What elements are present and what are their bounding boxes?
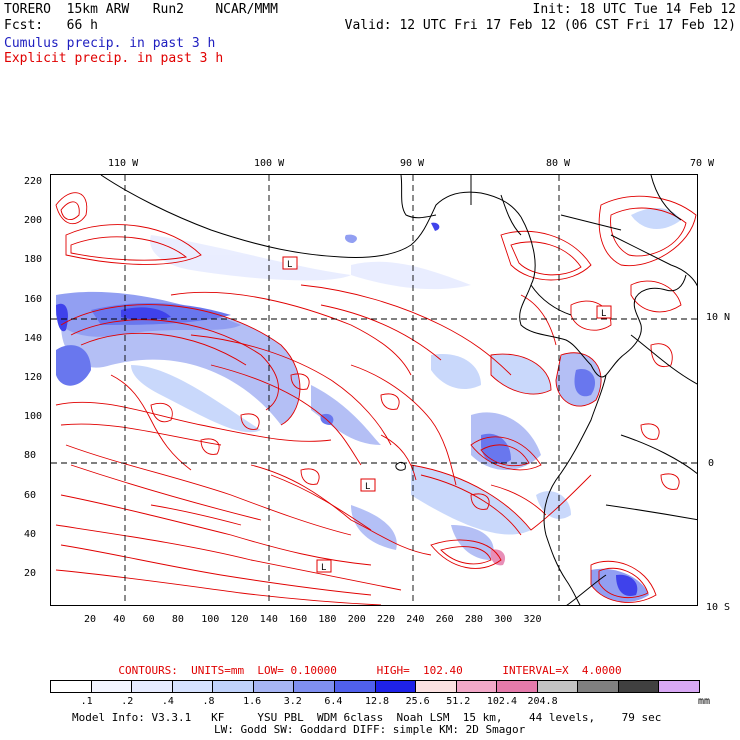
grid-x-label: 20 <box>84 614 97 625</box>
lon-label-100w: 100 W <box>254 158 285 169</box>
grid-y-label: 120 <box>24 372 43 383</box>
grid-y-label: 80 <box>24 450 37 462</box>
lon-label-70w: 70 W <box>690 158 715 169</box>
grid-x-label: 120 <box>230 614 249 625</box>
grid-x-label: 60 <box>142 614 155 625</box>
colorbar <box>50 680 700 693</box>
grid-x-label: 200 <box>347 614 366 625</box>
map-canvas: L L L L <box>51 175 697 605</box>
grid-x-label: 100 <box>201 614 220 625</box>
colorbar-label: 204.8 <box>527 696 558 707</box>
grid-y-label: 200 <box>24 215 43 227</box>
grid-x-label: 140 <box>259 614 278 625</box>
colorbar-label: 25.6 <box>405 696 430 707</box>
grid-x-label: 260 <box>435 614 454 625</box>
grid-x-label: 280 <box>464 614 483 625</box>
colorbar-label: .8 <box>202 696 215 707</box>
grid-y-label: 180 <box>24 254 43 266</box>
colorbar-swatch <box>91 681 133 692</box>
colorbar-units: mm <box>698 696 711 707</box>
lat-lon-graticule <box>51 175 697 605</box>
precip-map: L L L L <box>50 174 698 606</box>
colorbar-swatch <box>537 681 579 692</box>
grid-x-label: 160 <box>289 614 308 625</box>
colorbar-swatch <box>172 681 214 692</box>
colorbar-label: 12.8 <box>365 696 390 707</box>
lon-label-80w: 80 W <box>546 158 571 169</box>
footer-physics-info: LW: Godd SW: Goddard DIFF: simple KM: 2D… <box>214 723 526 736</box>
cumulus-precip-shading <box>56 208 681 602</box>
colorbar-label: .2 <box>121 696 134 707</box>
colorbar-swatch <box>334 681 376 692</box>
header-valid-time: Valid: 12 UTC Fri 17 Feb 12 (06 CST Fri … <box>344 18 736 33</box>
colorbar-label: 51.2 <box>446 696 471 707</box>
low-marker-2: L <box>365 482 370 492</box>
grid-y-label: 100 <box>24 411 43 423</box>
lat-label-10n: 10 N <box>706 312 731 323</box>
colorbar-swatch <box>659 681 699 692</box>
colorbar-swatch <box>213 681 254 692</box>
grid-x-label: 300 <box>494 614 513 625</box>
colorbar-label: 102.4 <box>486 696 517 707</box>
header-title: TORERO 15km ARW Run2 NCAR/MMM <box>4 2 278 17</box>
grid-y-label: 140 <box>24 332 43 344</box>
grid-y-label: 160 <box>24 293 43 305</box>
header-init-time: Init: 18 UTC Tue 14 Feb 12 <box>532 2 737 17</box>
colorbar-swatch <box>618 681 660 692</box>
colorbar-swatch <box>416 681 457 692</box>
low-marker-3: L <box>321 563 326 573</box>
colorbar-swatch <box>375 681 417 692</box>
grid-x-label: 180 <box>318 614 337 625</box>
colorbar-swatch <box>253 681 295 692</box>
lon-label-90w: 90 W <box>400 158 425 169</box>
lon-label-110w: 110 W <box>108 158 139 169</box>
grid-y-label: 40 <box>24 528 37 540</box>
colorbar-swatch <box>132 681 173 692</box>
explicit-legend-label: Explicit precip. in past 3 h <box>4 51 224 66</box>
low-marker-4: L <box>287 260 292 270</box>
grid-y-label: 220 <box>24 176 43 187</box>
lat-label-0: 0 <box>708 458 715 469</box>
header-forecast-hour: Fcst: 66 h <box>4 18 98 33</box>
grid-x-label: 40 <box>113 614 126 625</box>
explicit-precip-contours <box>55 192 697 605</box>
colorbar-label: .4 <box>161 696 174 707</box>
grid-x-label: 240 <box>406 614 425 625</box>
grid-x-label: 320 <box>523 614 542 625</box>
contours-info: CONTOURS: UNITS=mm LOW= 0.10000 HIGH= 10… <box>118 664 622 677</box>
colorbar-swatch <box>578 681 619 692</box>
colorbar-label: 3.2 <box>283 696 302 707</box>
coastlines <box>100 175 697 605</box>
colorbar-swatch <box>51 681 92 692</box>
colorbar-label: .1 <box>80 696 93 707</box>
colorbar-label: 1.6 <box>243 696 262 707</box>
footer-model-info: Model Info: V3.3.1 KF YSU PBL WDM 6class… <box>72 711 662 724</box>
colorbar-swatch <box>497 681 538 692</box>
low-marker-1: L <box>601 309 606 319</box>
low-markers: L L L L <box>282 256 612 573</box>
lat-label-10s: 10 S <box>706 602 731 613</box>
grid-y-label: 60 <box>24 489 37 501</box>
grid-y-label: 20 <box>24 568 37 579</box>
colorbar-label: 6.4 <box>324 696 343 707</box>
cumulus-legend-label: Cumulus precip. in past 3 h <box>4 36 216 51</box>
colorbar-swatch <box>456 681 498 692</box>
colorbar-swatch <box>294 681 335 692</box>
grid-x-label: 220 <box>377 614 396 625</box>
grid-x-label: 80 <box>171 614 184 625</box>
